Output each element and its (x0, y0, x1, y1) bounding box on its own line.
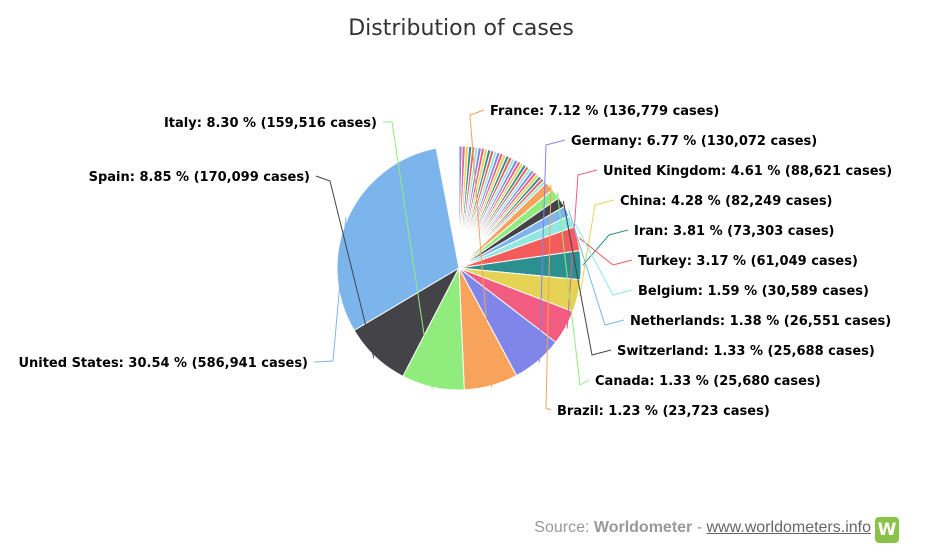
connector-turkey (579, 237, 633, 266)
data-label-spain: Spain: 8.85 % (170,099 cases) (89, 170, 310, 185)
data-label-china: China: 4.28 % (82,249 cases) (620, 194, 833, 209)
data-label-belgium: Belgium: 1.59 % (30,589 cases) (638, 284, 869, 299)
pie-slice-united-states[interactable] (336, 147, 460, 332)
data-label-canada: Canada: 1.33 % (25,680 cases) (595, 374, 821, 389)
data-label-germany: Germany: 6.77 % (130,072 cases) (571, 134, 817, 149)
label-connectors (313, 109, 633, 411)
credit-prefix: Source: (534, 519, 594, 536)
connector-united-states (313, 217, 347, 363)
connector-italy (383, 121, 433, 390)
source-credit: Source: Worldometer - www.worldometers.i… (534, 519, 871, 537)
connector-china (579, 199, 615, 297)
data-label-italy: Italy: 8.30 % (159,516 cases) (164, 116, 377, 131)
data-label-netherlands: Netherlands: 1.38 % (26,551 cases) (630, 314, 891, 329)
data-label-iran: Iran: 3.81 % (73,303 cases) (634, 224, 835, 239)
data-labels: France: 7.12 % (136,779 cases) Germany: 6… (18, 104, 892, 419)
data-label-united-kingdom: United Kingdom: 4.61 % (88,621 cases) (603, 164, 892, 179)
data-label-turkey: Turkey: 3.17 % (61,049 cases) (638, 254, 858, 269)
connector-united-kingdom (566, 169, 598, 329)
source-link[interactable]: www.worldometers.info (706, 519, 872, 536)
connector-germany (538, 139, 566, 363)
connector-spain (315, 175, 375, 359)
data-label-france: France: 7.12 % (136,779 cases) (490, 104, 719, 119)
connector-netherlands (568, 209, 625, 326)
connector-switzerland (562, 200, 612, 356)
worldometer-logo-icon: W (875, 517, 899, 543)
connector-belgium (573, 220, 633, 296)
connector-france (469, 109, 493, 388)
connector-canada (556, 192, 590, 386)
credit-separator: - (692, 519, 707, 536)
credit-source: Worldometer (593, 519, 693, 536)
pie-slices (336, 145, 582, 391)
chart-title: Distribution of cases (348, 16, 574, 41)
data-label-brazil: Brazil: 1.23 % (23,723 cases) (557, 404, 770, 419)
data-label-switzerland: Switzerland: 1.33 % (25,688 cases) (617, 344, 875, 359)
connector-brazil (545, 184, 552, 411)
data-label-united-states: United States: 30.54 % (586,941 cases) (18, 356, 308, 371)
